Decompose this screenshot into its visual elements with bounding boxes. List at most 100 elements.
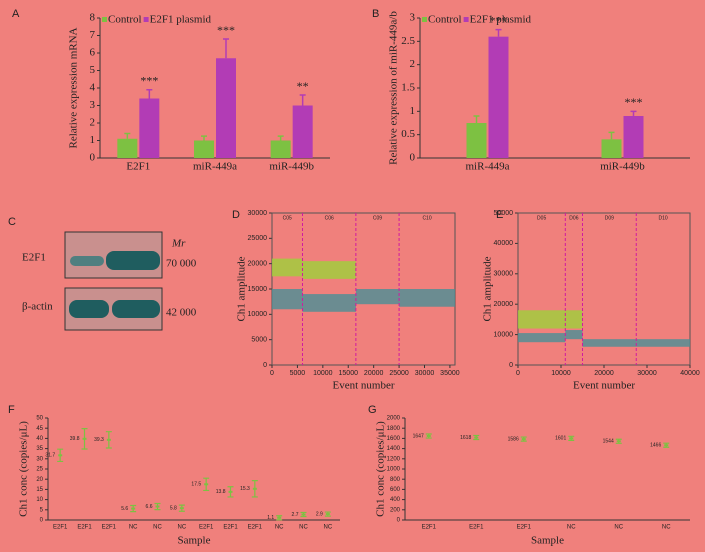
- value-label: 1586: [508, 436, 519, 442]
- x-tick-label: NC: [662, 525, 671, 531]
- value-label: 1466: [650, 443, 661, 449]
- well-label: C06: [325, 215, 334, 221]
- y-tick-label: 1: [90, 134, 96, 146]
- droplet-cluster: [518, 333, 566, 343]
- bar: [270, 140, 291, 158]
- x-tick-label: NC: [129, 525, 138, 531]
- droplet-cluster: [565, 310, 583, 329]
- y-tick-label: 600: [390, 487, 401, 493]
- x-tick-label: NC: [567, 525, 576, 531]
- droplet-cluster: [636, 339, 690, 347]
- well-label: D06: [569, 215, 578, 221]
- y-tick-label: 1800: [387, 426, 401, 432]
- x-tick-label: E2F1: [248, 525, 263, 531]
- y-tick-label: 0: [509, 362, 513, 369]
- y-tick-label: 50: [36, 416, 43, 422]
- blot-band: [69, 300, 109, 318]
- y-tick-label: 1000: [387, 467, 401, 473]
- y-axis-label: Ch1 conc (copies/μL): [375, 421, 387, 517]
- error-bar: [495, 28, 502, 37]
- significance: ***: [140, 74, 158, 88]
- x-tick-label: miR-449a: [466, 161, 510, 173]
- legend-swatch: [102, 17, 107, 22]
- well-label: D10: [659, 215, 668, 221]
- y-tick-label: 1600: [387, 436, 401, 442]
- y-tick-label: 30000: [494, 271, 514, 278]
- value-label: 39.8: [70, 436, 80, 442]
- x-axis-label: Sample: [178, 535, 211, 547]
- well-label: C05: [283, 215, 292, 221]
- y-tick-label: 20000: [248, 261, 268, 268]
- y-tick-label: 20000: [494, 301, 514, 308]
- x-tick-label: E2F1: [223, 525, 238, 531]
- y-tick-label: 10000: [494, 331, 514, 338]
- bar: [194, 140, 214, 158]
- y-tick-label: 0: [263, 362, 267, 369]
- y-tick-label: 50000: [494, 210, 514, 217]
- x-tick-label: 10000: [551, 370, 571, 377]
- y-tick-label: 10000: [248, 311, 268, 318]
- well-label: C10: [422, 215, 431, 221]
- value-label: 15.3: [240, 486, 250, 492]
- y-axis-label: Ch1 amplitude: [236, 256, 248, 321]
- bar: [623, 116, 644, 158]
- legend-label: E2F1 plasmid: [150, 14, 212, 26]
- panel-label: D: [232, 209, 240, 221]
- significance: ***: [490, 13, 508, 27]
- y-tick-label: 0: [397, 518, 401, 524]
- y-tick-label: 0.5: [401, 128, 415, 140]
- x-tick-label: E2F1: [199, 525, 214, 531]
- legend-swatch: [143, 17, 149, 22]
- x-tick-label: 5000: [290, 370, 306, 377]
- y-tick-label: 7: [90, 29, 96, 41]
- y-tick-label: 0: [410, 152, 416, 164]
- value-label: 13.8: [216, 489, 226, 495]
- x-tick-label: NC: [177, 525, 186, 531]
- y-tick-label: 2: [410, 58, 416, 70]
- legend-swatch: [463, 17, 469, 22]
- y-tick-label: 45: [36, 426, 43, 432]
- panel-label: B: [372, 8, 379, 20]
- x-tick-label: E2F1: [77, 525, 92, 531]
- droplet-cluster: [302, 261, 356, 279]
- error-bar: [146, 89, 153, 99]
- y-tick-label: 30: [36, 456, 43, 462]
- x-tick-label: 20000: [364, 370, 384, 377]
- blot-row-label: β-actin: [22, 301, 53, 313]
- value-label: 6.6: [146, 504, 153, 510]
- value-label: 2.9: [316, 511, 323, 517]
- x-tick-label: 10000: [313, 370, 333, 377]
- x-axis-label: Event number: [332, 380, 394, 392]
- legend-label: Control: [428, 14, 462, 26]
- legend-label: Control: [108, 14, 142, 26]
- value-label: 1618: [460, 435, 471, 441]
- error-bar: [630, 110, 637, 116]
- value-label: 31.7: [45, 453, 55, 459]
- value-label: 5.8: [170, 505, 177, 511]
- value-label: 2.7: [292, 512, 299, 518]
- y-tick-label: 5: [90, 64, 96, 76]
- bar: [488, 36, 509, 158]
- x-tick-label: 20000: [594, 370, 614, 377]
- panel-label: E: [496, 209, 503, 221]
- value-label: 1601: [555, 436, 566, 442]
- x-tick-label: 0: [270, 370, 274, 377]
- y-tick-label: 4: [90, 82, 96, 94]
- y-tick-label: 15000: [248, 286, 268, 293]
- y-tick-label: 8: [90, 12, 96, 24]
- significance: ***: [625, 95, 643, 109]
- x-tick-label: 0: [516, 370, 520, 377]
- y-axis-label: Relative expression of miR-449a/b: [388, 11, 400, 165]
- x-tick-label: miR-449b: [269, 161, 314, 173]
- droplet-cluster: [272, 258, 303, 277]
- y-tick-label: 1200: [387, 456, 401, 462]
- panel-label: C: [8, 216, 16, 228]
- x-tick-label: NC: [614, 525, 623, 531]
- blot-band: [112, 300, 160, 318]
- legend-label: E2F1 plasmid: [470, 14, 532, 26]
- legend-swatch: [422, 17, 427, 22]
- y-tick-label: 3: [410, 12, 416, 24]
- y-tick-label: 5000: [251, 337, 267, 344]
- well-label: D05: [537, 215, 546, 221]
